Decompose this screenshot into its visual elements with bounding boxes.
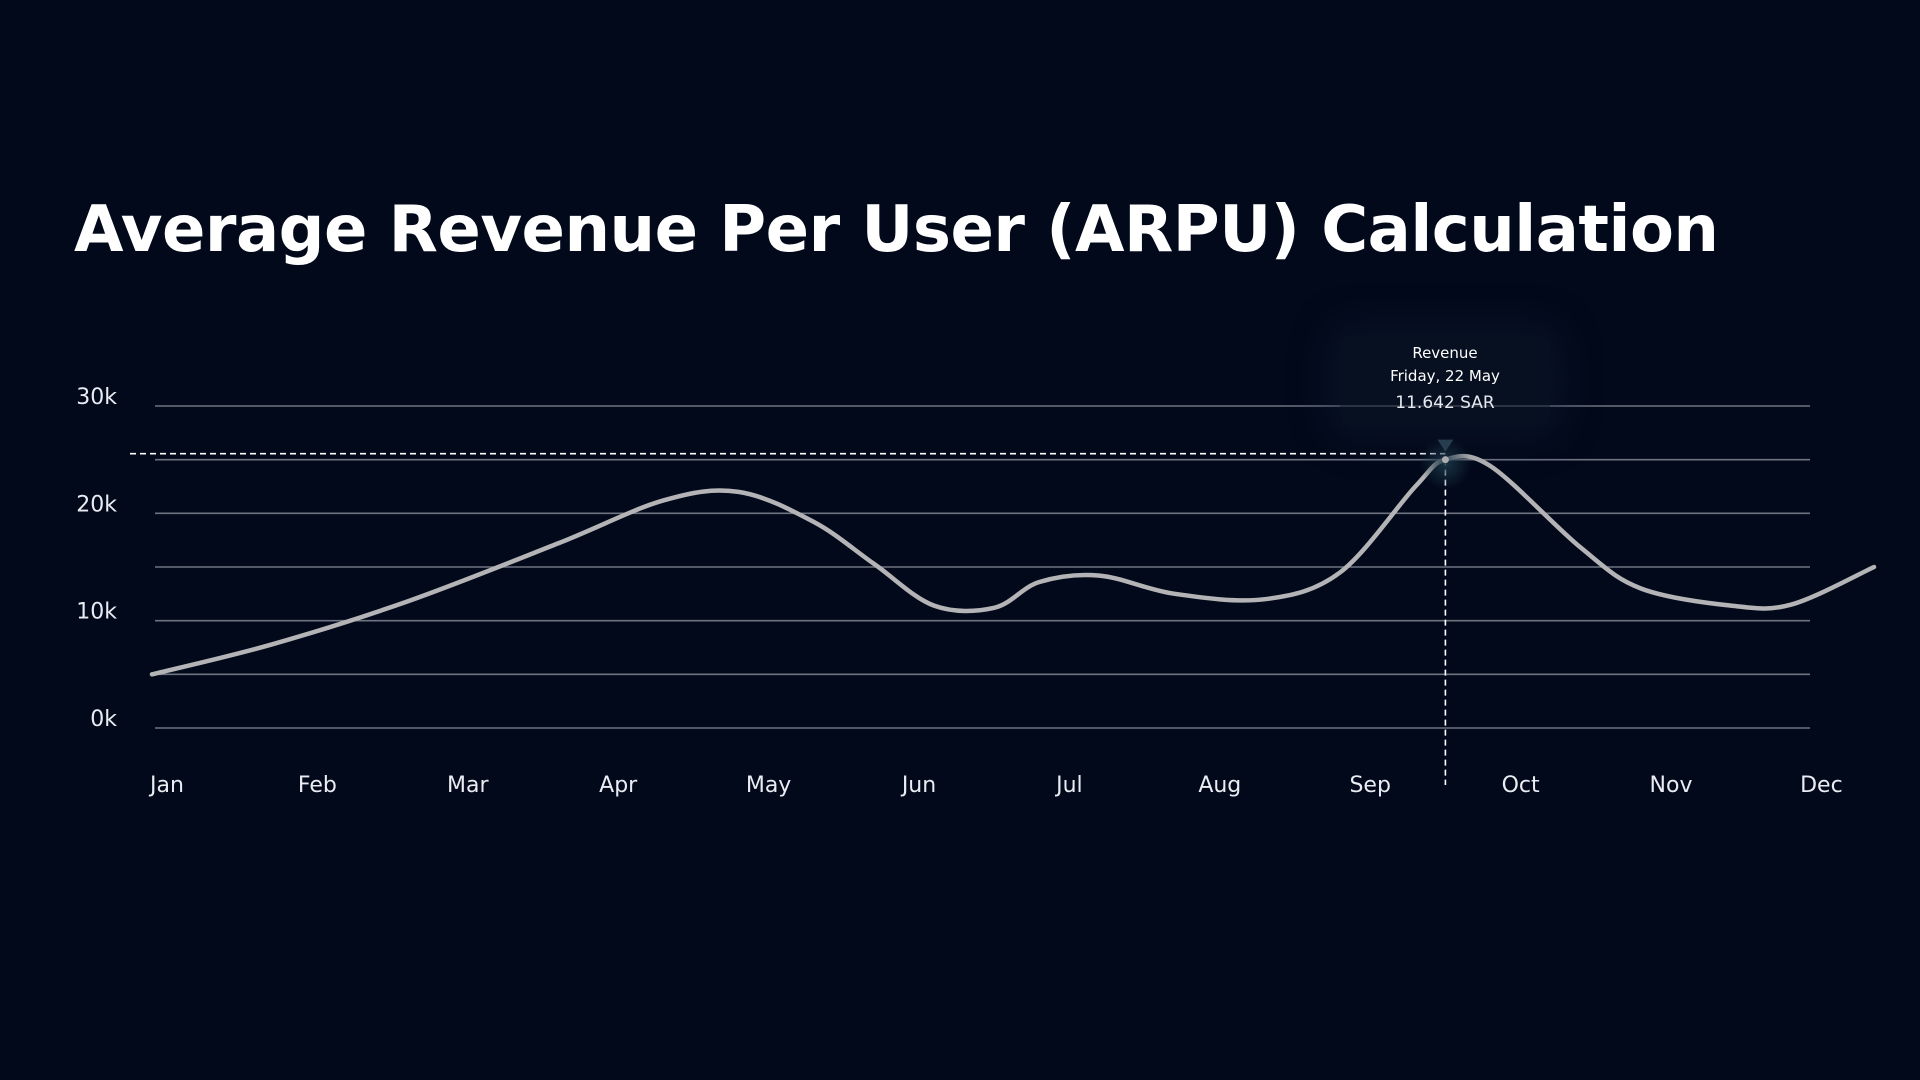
- y-tick-label: 0k: [90, 707, 117, 732]
- x-tick-label: Aug: [1198, 773, 1241, 798]
- tooltip-value: 11.642 SAR: [1395, 393, 1495, 413]
- x-tick-label: Jan: [148, 773, 184, 798]
- crosshair-guides: [130, 452, 1447, 785]
- highlight-layer: [1419, 437, 1472, 490]
- x-tick-label: Feb: [298, 773, 337, 798]
- y-tick-label: 30k: [76, 385, 117, 410]
- y-axis: 0k 10k 20k 30k: [76, 385, 117, 732]
- tooltip-series-name: Revenue: [1412, 344, 1478, 362]
- data-tooltip: Revenue Friday, 22 May 11.642 SAR: [1340, 336, 1550, 426]
- tooltip-date: Friday, 22 May: [1390, 367, 1500, 385]
- series-line-revenue: [149, 453, 1877, 677]
- x-tick-label: Jul: [1054, 773, 1083, 798]
- x-axis: Jan Feb Mar Apr May Jun Jul Aug Sep Oct Nov Dec: [148, 773, 1843, 798]
- x-tick-label: Jun: [900, 773, 936, 798]
- series-layer: [149, 453, 1877, 677]
- x-tick-label: Nov: [1650, 773, 1693, 798]
- x-tick-label: Sep: [1349, 773, 1390, 798]
- highlight-glow: [1419, 437, 1472, 490]
- x-tick-label: Dec: [1800, 773, 1843, 798]
- x-tick-label: Mar: [447, 773, 489, 798]
- y-tick-label: 10k: [76, 600, 117, 625]
- highlight-point: [1441, 456, 1449, 464]
- x-tick-label: Oct: [1502, 773, 1540, 798]
- highlight-pointer-icon: [1437, 439, 1454, 452]
- chart-title: Average Revenue Per User (ARPU) Calculat…: [74, 193, 1719, 267]
- x-tick-label: Apr: [599, 773, 638, 798]
- y-tick-label: 20k: [76, 492, 117, 517]
- x-tick-label: May: [746, 773, 791, 798]
